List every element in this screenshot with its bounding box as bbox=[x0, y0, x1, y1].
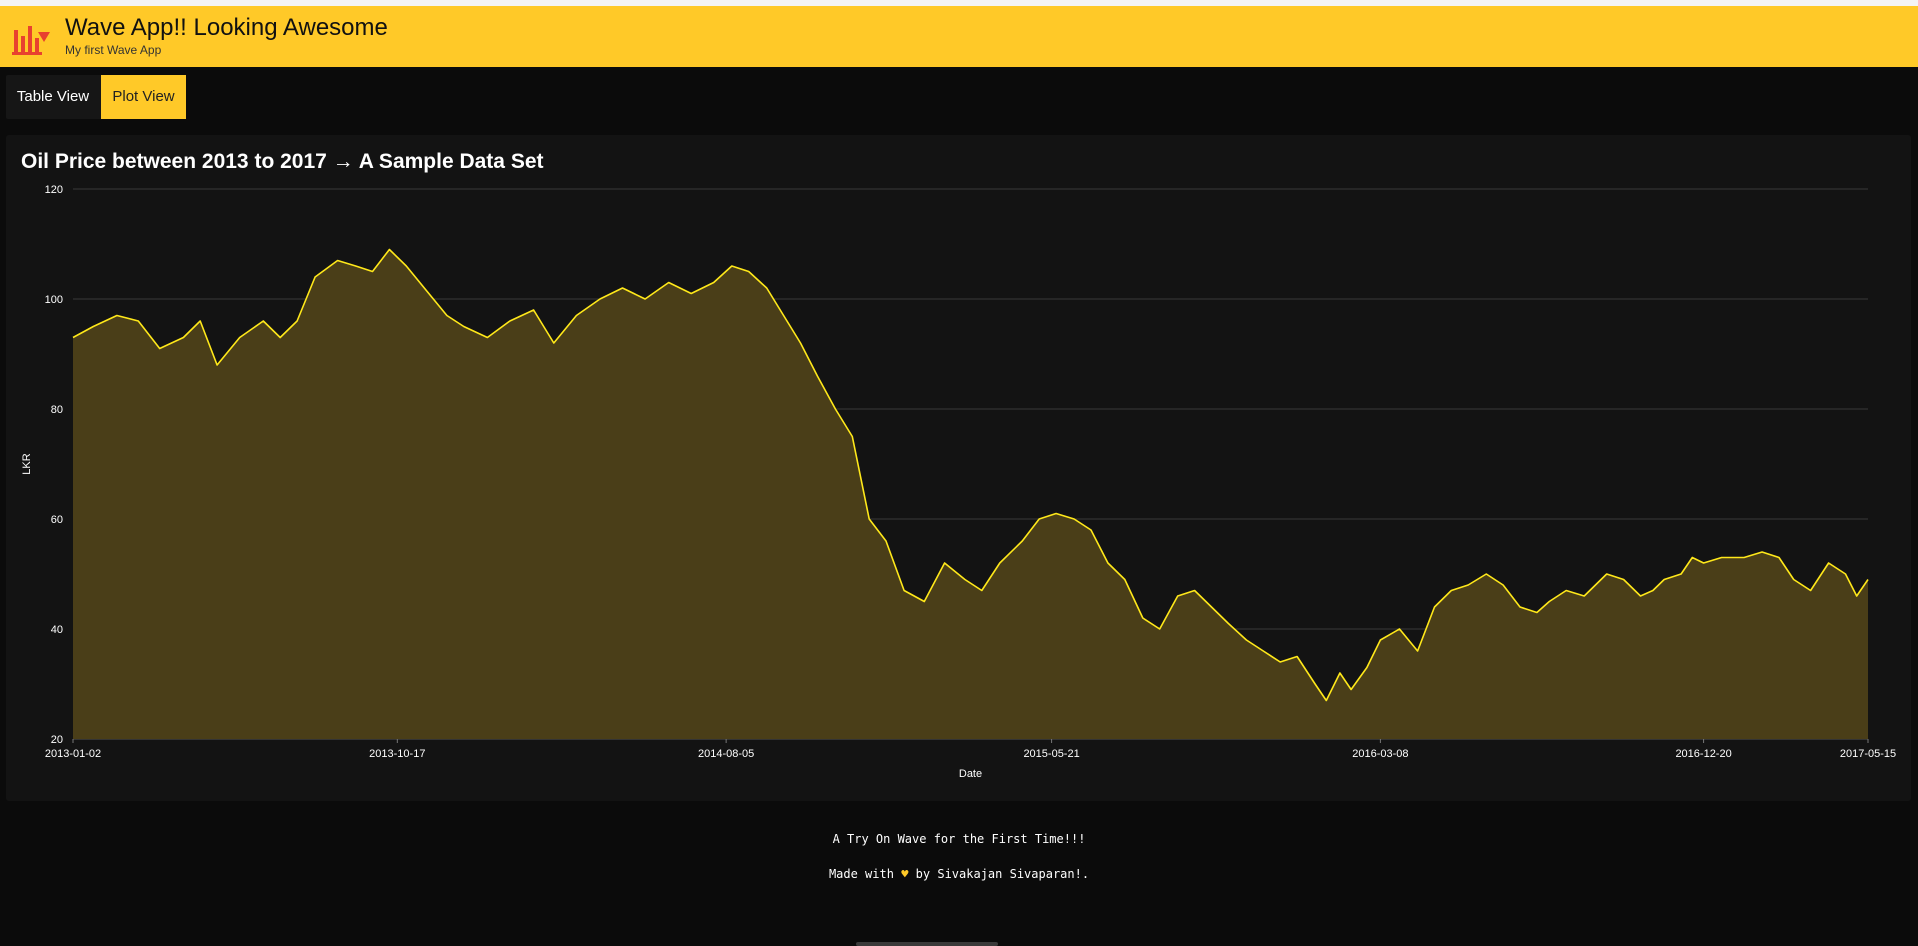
x-tick-label: 2014-08-05 bbox=[698, 748, 754, 760]
oil-price-chart: 20 40 60 80 100 120 2013-01-02 2013-10-17 2014-0… bbox=[21, 184, 1896, 780]
x-tick-label: 2015-05-21 bbox=[1023, 748, 1079, 760]
footer-author: by Sivakajan Sivaparan!. bbox=[915, 867, 1090, 881]
y-tick-label: 120 bbox=[45, 184, 63, 196]
bar-chart-logo-icon bbox=[12, 26, 50, 55]
scroll-indicator bbox=[856, 942, 998, 946]
chart-title: Oil Price between 2013 to 2017 → A Sampl… bbox=[21, 150, 544, 173]
window-top-strip bbox=[0, 0, 1918, 6]
app-title: Wave App!! Looking Awesome bbox=[65, 14, 388, 41]
y-tick-label: 60 bbox=[51, 514, 63, 526]
series-area bbox=[73, 249, 1868, 739]
footer-made-with: Made with bbox=[828, 867, 894, 881]
x-tick-label: 2016-12-20 bbox=[1675, 748, 1731, 760]
app-header: Wave App!! Looking Awesome My first Wave… bbox=[0, 6, 1918, 67]
x-tick-label: 2013-01-02 bbox=[45, 748, 101, 760]
footer-line-2: Made with ♥ by Sivakajan Sivaparan!. bbox=[0, 867, 1918, 881]
y-tick-label: 40 bbox=[51, 624, 63, 636]
x-tick-label: 2013-10-17 bbox=[369, 748, 425, 760]
x-tick-label: 2016-03-08 bbox=[1352, 748, 1408, 760]
plot-card: 20 40 60 80 100 120 2013-01-02 2013-10-17 2014-0… bbox=[6, 135, 1911, 801]
app-subtitle: My first Wave App bbox=[65, 43, 162, 57]
series-line bbox=[72, 248, 1869, 702]
footer-line-1: A Try On Wave for the First Time!!! bbox=[832, 832, 1086, 846]
tab-plot-view[interactable]: Plot View bbox=[101, 75, 186, 119]
view-tabs: Table View Plot View bbox=[6, 75, 186, 119]
tab-table-view[interactable]: Table View bbox=[16, 88, 90, 105]
y-tick-label: 100 bbox=[45, 294, 63, 306]
y-tick-label: 20 bbox=[51, 734, 63, 746]
y-tick-label: 80 bbox=[51, 404, 63, 416]
y-axis-label: LKR bbox=[21, 453, 33, 474]
x-tick-label: 2017-05-15 bbox=[1840, 748, 1896, 760]
x-axis-label: Date bbox=[959, 768, 982, 780]
heart-icon: ♥ bbox=[901, 867, 909, 881]
